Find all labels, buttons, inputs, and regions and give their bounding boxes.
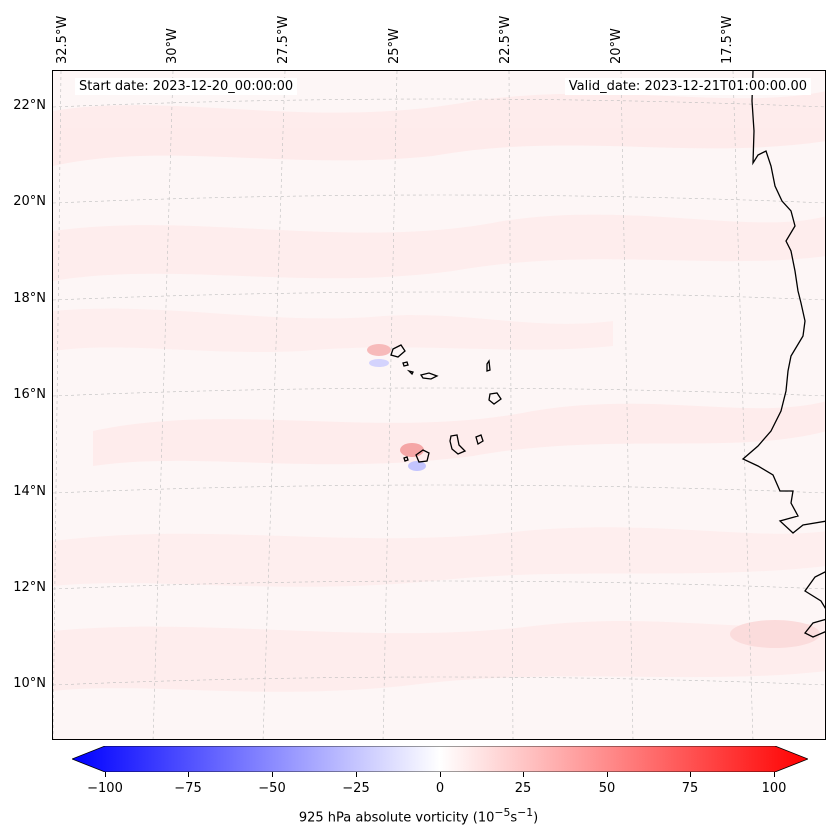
lat-label-18n: 18°N: [13, 291, 46, 306]
cape-verde-islands: [390, 344, 502, 463]
map-panel[interactable]: [52, 70, 826, 740]
island-boa-vista: [488, 392, 502, 405]
colorbar-tick-label: −100: [87, 781, 123, 796]
island-santiago: [449, 434, 467, 455]
colorbar-label-unit: s: [510, 810, 518, 826]
vorticity-band: [53, 527, 825, 587]
island-brava: [403, 456, 409, 462]
meridian-line: [53, 71, 62, 739]
vorticity-minimum: [408, 461, 426, 471]
start-date-label: Start date: 2023-12-20_00:00:00: [75, 78, 298, 95]
island-santa-luzia: [406, 369, 414, 376]
lat-label-14n: 14°N: [13, 484, 46, 499]
parallel-line: [53, 387, 825, 397]
colorbar-gradient: [70, 745, 810, 773]
lat-label-22n: 22°N: [13, 98, 46, 113]
meridian-line: [382, 71, 398, 739]
colorbar-tick-label: 75: [681, 781, 699, 796]
colorbar-tickmark: [272, 772, 273, 777]
colorbar-tickmark: [440, 772, 441, 777]
lat-label-10n: 10°N: [13, 676, 46, 691]
colorbar-tick-label: −75: [174, 781, 202, 796]
colorbar-label-exponent: −5: [494, 806, 511, 819]
lat-label-16n: 16°N: [13, 387, 46, 402]
meridian-line: [508, 71, 514, 739]
lon-label-17-5w: 17.5°W: [720, 15, 735, 64]
lon-label-32-5w: 32.5°W: [55, 15, 70, 64]
lat-label-12n: 12°N: [13, 580, 46, 595]
vorticity-maximum: [400, 443, 424, 457]
colorbar-tickmark: [356, 772, 357, 777]
parallel-line: [53, 484, 825, 494]
parallel-line: [53, 676, 825, 686]
colorbar-tickmark: [774, 772, 775, 777]
vorticity-band: [53, 308, 613, 353]
meridian-line: [262, 71, 286, 739]
meridian-line: [620, 71, 634, 739]
vorticity-minimum: [369, 359, 389, 367]
colorbar-tickmark: [607, 772, 608, 777]
west-africa-coastline: [741, 71, 825, 534]
colorbar-body: [70, 745, 810, 773]
lon-label-25w: 25°W: [387, 28, 402, 64]
west-africa-coastline: [804, 571, 825, 609]
lat-label-20n: 20°N: [13, 194, 46, 209]
colorbar-label-suffix: ): [533, 810, 539, 826]
vorticity-hotspot: [730, 620, 820, 648]
parallel-line: [53, 580, 825, 590]
vorticity-band: [53, 214, 825, 281]
colorbar-tick-label: 0: [435, 781, 445, 796]
colorbar-tickmark: [105, 772, 106, 777]
meridian-line: [152, 71, 174, 739]
vorticity-band: [53, 621, 825, 692]
graticule: [53, 71, 825, 739]
colorbar-tick-label: 100: [761, 781, 787, 796]
colorbar-tickmark: [690, 772, 691, 777]
meridian-line: [732, 71, 754, 739]
valid-date-label: Valid_date: 2023-12-21T01:00:00.00: [564, 78, 811, 95]
colorbar-tickmark: [188, 772, 189, 777]
lon-label-20w: 20°W: [609, 28, 624, 64]
vorticity-band: [53, 91, 825, 166]
parallel-line: [53, 291, 825, 301]
parallel-line: [53, 194, 825, 204]
vorticity-map: [53, 71, 825, 739]
island-sao-nicolau: [419, 372, 439, 380]
west-africa-coastline: [803, 618, 825, 638]
parallel-line: [53, 98, 825, 108]
colorbar: [70, 745, 810, 773]
island-sal: [486, 359, 491, 372]
colorbar-tickmark: [523, 772, 524, 777]
colorbar-tick-label: −50: [258, 781, 286, 796]
colorbar-tick-label: −25: [342, 781, 370, 796]
colorbar-label-exponent: −1: [517, 806, 534, 819]
vorticity-field: [53, 91, 825, 692]
vorticity-maximum: [367, 344, 391, 356]
colorbar-tick-label: 50: [598, 781, 616, 796]
vorticity-band: [93, 401, 825, 466]
lon-label-27-5w: 27.5°W: [276, 15, 291, 64]
colorbar-tick-label: 25: [514, 781, 532, 796]
island-santo-antao: [390, 344, 406, 358]
lon-label-30w: 30°W: [165, 28, 180, 64]
island-fogo: [415, 449, 430, 463]
colorbar-label-prefix: 925 hPa absolute vorticity (10: [298, 810, 495, 826]
colorbar-label: 925 hPa absolute vorticity (10−5s−1): [0, 806, 837, 825]
island-sao-vicente: [402, 361, 409, 367]
lon-label-22-5w: 22.5°W: [498, 15, 513, 64]
island-maio: [475, 434, 484, 445]
